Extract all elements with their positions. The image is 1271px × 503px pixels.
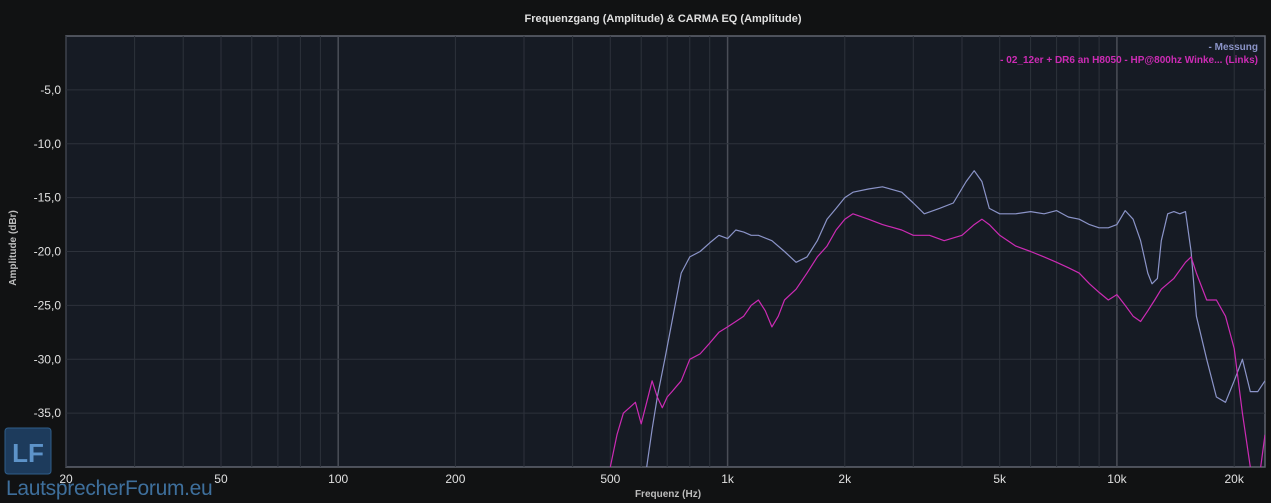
series-layer [609,170,1265,467]
y-tick-label: -10,0 [34,137,62,151]
x-tick-label: 20 [59,472,73,486]
y-axis-ticks: -5,0 -10,0 -15,0 -20,0 -25,0 -30,0 -35,0 [34,83,62,420]
watermark-logo-text: LF [12,438,44,468]
y-tick-label: -5,0 [40,83,61,97]
x-axis-ticks: 20 50 100 200 500 1k 2k 5k 10k 20k [59,472,1245,486]
series-line-2 [609,213,1265,467]
x-tick-label: 2k [838,472,852,486]
x-tick-label: 20k [1224,472,1244,486]
legend: - Messung - 02_12er + DR6 an H8050 - HP@8… [1000,42,1258,66]
y-axis-label: Amplitude (dBr) [8,210,19,286]
x-tick-label: 10k [1107,472,1127,486]
series-line-1 [646,170,1265,467]
x-axis-label: Frequenz (Hz) [635,489,701,500]
y-tick-label: -30,0 [34,352,62,366]
legend-entry-1: - Messung [1209,42,1258,53]
x-tick-label: 50 [214,472,228,486]
grid-lines [65,36,1265,467]
x-tick-label: 5k [993,472,1007,486]
x-tick-label: 1k [721,472,735,486]
y-tick-label: -25,0 [34,298,62,312]
legend-entry-2: - 02_12er + DR6 an H8050 - HP@800hz Wink… [1000,55,1258,66]
y-tick-label: -15,0 [34,191,62,205]
y-tick-label: -35,0 [34,406,62,420]
y-tick-label: -20,0 [34,245,62,259]
x-tick-label: 500 [600,472,620,486]
x-tick-label: 200 [445,472,465,486]
watermark-logo: LF [4,427,52,475]
x-tick-label: 100 [328,472,348,486]
watermark-text: LautsprecherForum.eu [6,477,212,500]
chart-title: Frequenzgang (Amplitude) & CARMA EQ (Amp… [524,13,801,25]
